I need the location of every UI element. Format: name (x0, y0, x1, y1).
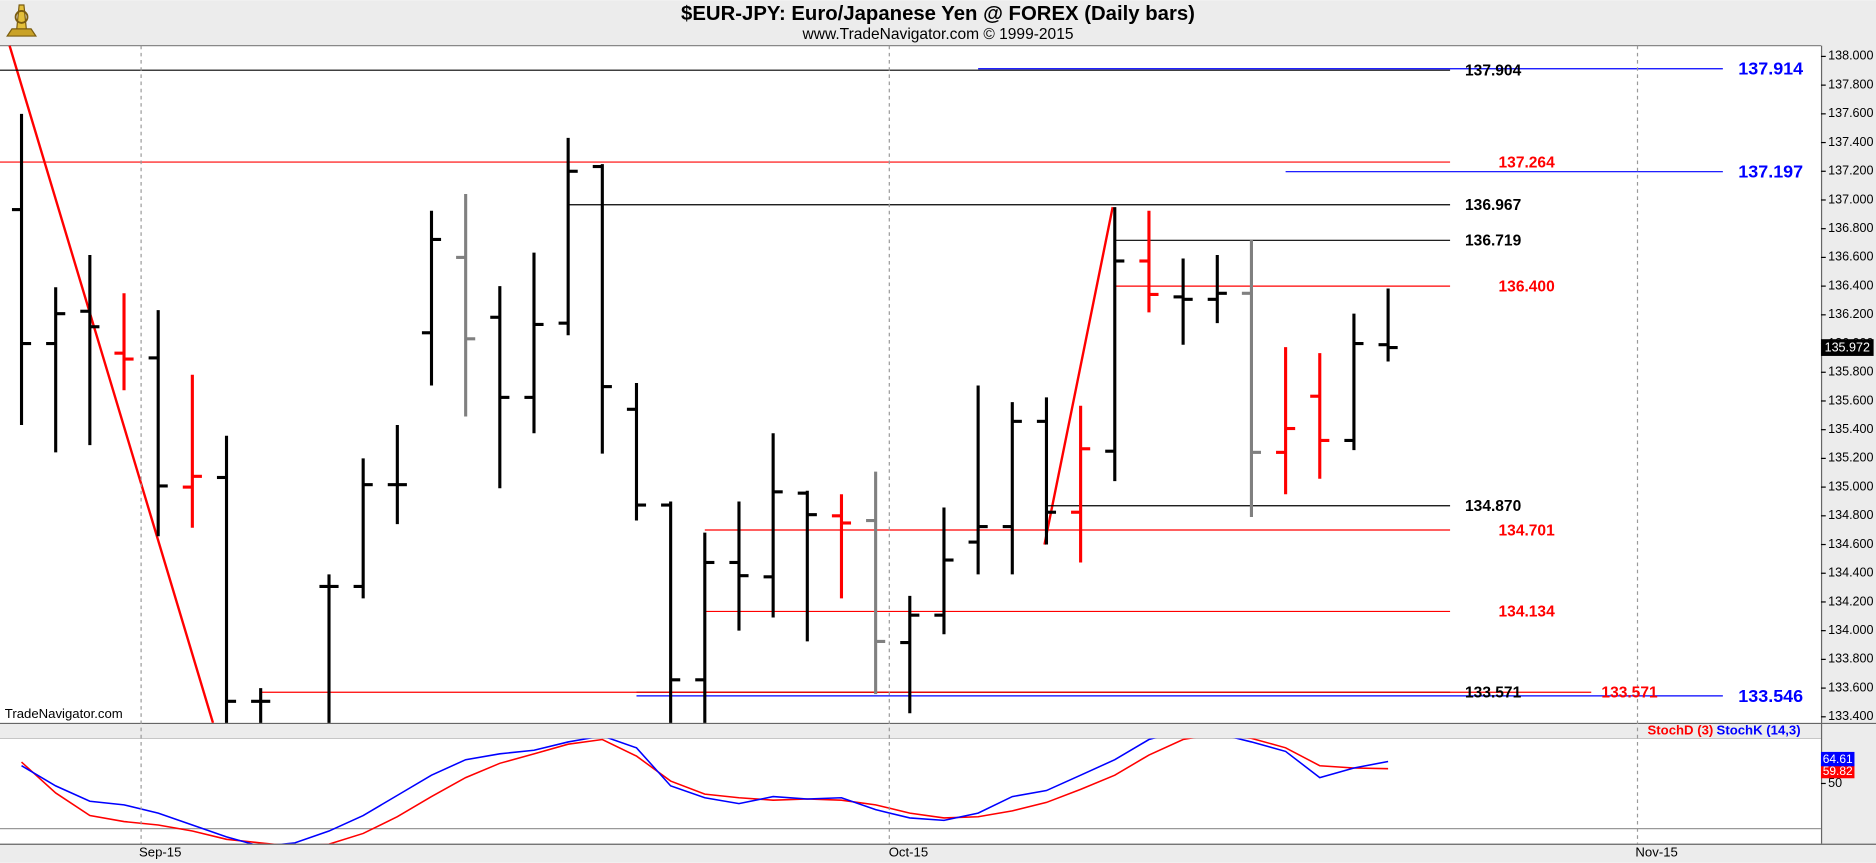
level-label: 137.904 (1465, 63, 1522, 80)
y-tick-label: 133.800 (1828, 652, 1873, 666)
level-label: 134.701 (1499, 522, 1556, 539)
x-tick-label: Oct-15 (889, 845, 928, 860)
chart-title: $EUR-JPY: Euro/Japanese Yen @ FOREX (Dai… (681, 3, 1195, 25)
y-tick-label: 50 (1828, 776, 1842, 790)
level-label: 134.870 (1465, 498, 1522, 515)
y-tick-label: 138.000 (1828, 49, 1873, 63)
last-value-box (1820, 763, 1855, 779)
logo (6, 4, 38, 37)
y-tick-label: 135.800 (1828, 365, 1873, 379)
level-label: 137.264 (1499, 154, 1556, 171)
last-value-label: 64.61 (1823, 752, 1853, 766)
y-tick-label: 137.600 (1828, 106, 1873, 120)
y-tick-label: 136.200 (1828, 307, 1873, 321)
last-price-label: 135.972 (1825, 340, 1870, 354)
level-label: 133.546 (1738, 686, 1803, 706)
y-tick-label: 134.000 (1828, 623, 1873, 637)
y-tick-label: 137.800 (1828, 77, 1873, 91)
stoch-line (21, 738, 1389, 844)
legend-entry: StochD (3) (1648, 723, 1714, 738)
y-tick-label: 137.400 (1828, 135, 1873, 149)
level-label: 136.719 (1465, 233, 1522, 250)
level-label: 137.914 (1738, 59, 1803, 79)
watermark: TradeNavigator.com (5, 706, 123, 721)
y-tick-label: 135.600 (1828, 393, 1873, 407)
y-tick-label: 135.000 (1828, 479, 1873, 493)
level-label: 134.134 (1499, 604, 1556, 621)
y-tick-label: 135.200 (1828, 451, 1873, 465)
y-tick-label: 136.600 (1828, 250, 1873, 264)
x-tick-label: Nov-15 (1635, 845, 1677, 860)
y-tick-label: 134.200 (1828, 594, 1873, 608)
last-value-box (1820, 751, 1855, 767)
y-tick-label: 137.000 (1828, 192, 1873, 206)
y-tick-label: 134.800 (1828, 508, 1873, 522)
y-tick-label: 133.600 (1828, 680, 1873, 694)
y-tick-label: 134.400 (1828, 566, 1873, 580)
overlay: 133.400 133.600 133.800 134.000 134.200 134.4… (139, 45, 1874, 860)
stoch-plot (0, 738, 1821, 844)
trend-line (8, 45, 215, 723)
level-label: 133.571 (1465, 685, 1522, 702)
level-label: 136.967 (1465, 197, 1521, 214)
level-label: 133.571 (1601, 685, 1658, 702)
y-tick-label: 135.400 (1828, 422, 1873, 436)
legend-entry: StochK (14,3) (1717, 723, 1801, 738)
y-tick-label: 136.800 (1828, 221, 1873, 235)
last-value-label: 59.82 (1823, 764, 1853, 778)
x-tick-label: Sep-15 (139, 845, 181, 860)
chart-subtitle: www.TradeNavigator.com © 1999-2015 (802, 26, 1074, 43)
stoch-panel (0, 738, 1821, 844)
level-label: 136.400 (1499, 278, 1556, 295)
y-tick-label: 136.400 (1828, 278, 1873, 292)
y-tick-label: 137.200 (1828, 164, 1873, 178)
price-plot (0, 45, 1723, 723)
stoch-line (21, 738, 1389, 844)
y-tick-label: 133.400 (1828, 709, 1873, 723)
y-tick-label: 134.600 (1828, 537, 1873, 551)
trend-line (1043, 206, 1114, 545)
last-price-box (1820, 339, 1874, 356)
level-label: 137.197 (1738, 162, 1803, 182)
